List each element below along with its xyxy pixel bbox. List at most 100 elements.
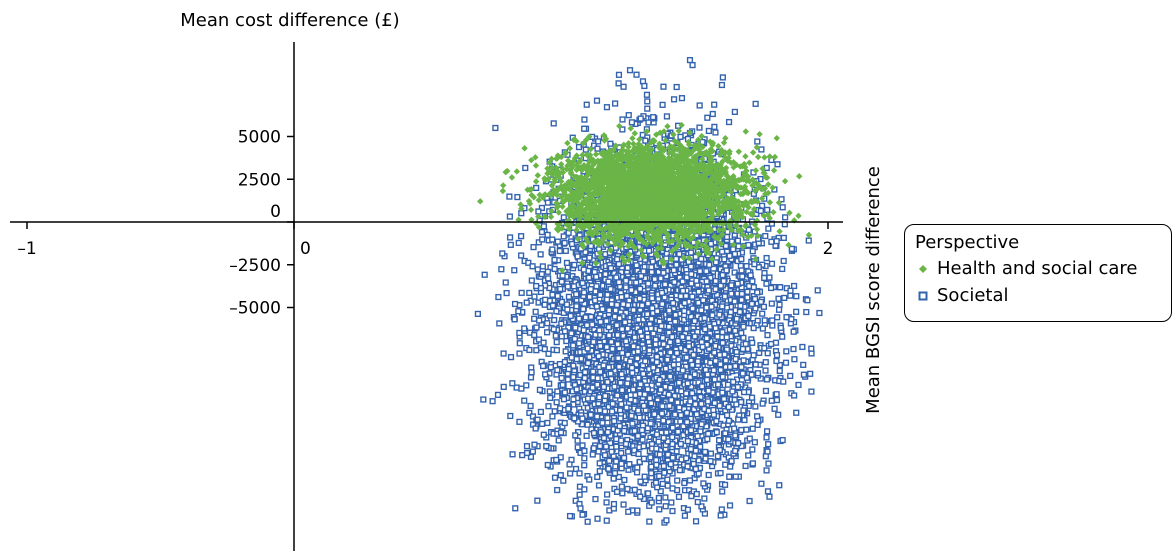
societal-point [695,457,702,464]
societal-point [759,400,766,407]
societal-point [774,161,781,168]
societal-point [553,308,560,315]
societal-point [543,329,551,336]
societal-point [749,248,756,255]
societal-point [566,512,574,520]
societal-point [618,401,625,408]
societal-point [762,387,770,395]
societal-point [604,491,611,498]
societal-point [631,486,638,493]
societal-point [549,413,556,420]
societal-point [481,271,488,278]
societal-point [489,398,496,405]
societal-point [549,291,556,298]
societal-point [704,114,711,121]
societal-point [563,337,570,345]
scatter-points-layer [474,56,823,526]
societal-point [702,455,709,462]
societal-point [619,126,626,133]
societal-point [554,238,561,245]
societal-point [745,452,752,459]
societal-point [565,366,572,373]
societal-point [528,369,535,376]
societal-point [565,293,573,300]
societal-point [776,482,783,489]
societal-point [621,476,628,484]
societal-point [700,297,707,304]
societal-point [749,425,756,432]
societal-point [603,443,610,450]
societal-point [562,247,569,254]
societal-point [760,303,767,310]
societal-point [725,118,733,126]
societal-point [496,320,503,327]
societal-point [579,442,586,449]
societal-point [670,96,678,103]
societal-point [506,234,514,241]
societal-point [705,127,712,135]
societal-point [532,308,539,315]
societal-point [500,383,507,390]
societal-point [675,493,683,500]
societal-point [587,242,595,250]
societal-point [678,95,686,102]
societal-point [659,101,666,108]
societal-point [561,328,569,335]
societal-point [742,462,749,470]
societal-point [590,429,598,437]
societal-point [582,249,589,256]
societal-point [474,310,481,318]
societal-point [566,461,573,468]
societal-point [779,204,786,211]
societal-point [610,475,617,482]
societal-point [808,388,815,395]
societal-point [522,164,529,172]
societal-point [523,443,531,450]
societal-point [736,308,744,316]
societal-point [764,488,772,495]
societal-point [695,299,702,306]
societal-point [744,288,751,295]
societal-point [750,284,757,291]
societal-point [512,505,519,512]
societal-point [771,405,778,412]
societal-point [619,116,626,123]
societal-point [541,345,548,353]
societal-point [743,426,750,433]
societal-point [607,140,614,147]
societal-point [565,324,572,331]
societal-point [637,478,644,485]
societal-point [732,473,739,480]
societal-point [700,480,707,487]
societal-point [793,308,800,315]
societal-point [546,380,553,387]
societal-point [503,289,510,297]
societal-point [641,473,648,480]
societal-point [643,91,651,98]
societal-point [553,347,560,354]
societal-point [759,325,766,332]
societal-point [551,316,558,324]
societal-point [814,287,821,294]
societal-point [645,119,652,126]
societal-point [525,259,532,266]
societal-point [734,237,742,244]
societal-point [731,108,738,115]
societal-point [552,332,559,339]
societal-point [719,488,726,495]
societal-point [642,137,649,144]
societal-point [511,267,518,274]
societal-point [754,421,761,428]
societal-point [603,517,610,524]
societal-point [498,266,505,273]
societal-point [602,271,609,278]
societal-point [533,324,540,331]
societal-point [793,293,800,300]
societal-point [584,333,592,341]
societal-point [536,317,543,324]
societal-point [506,193,513,200]
societal-point [769,317,776,324]
societal-point [757,298,765,305]
societal-point [644,490,652,497]
societal-point [577,505,584,512]
